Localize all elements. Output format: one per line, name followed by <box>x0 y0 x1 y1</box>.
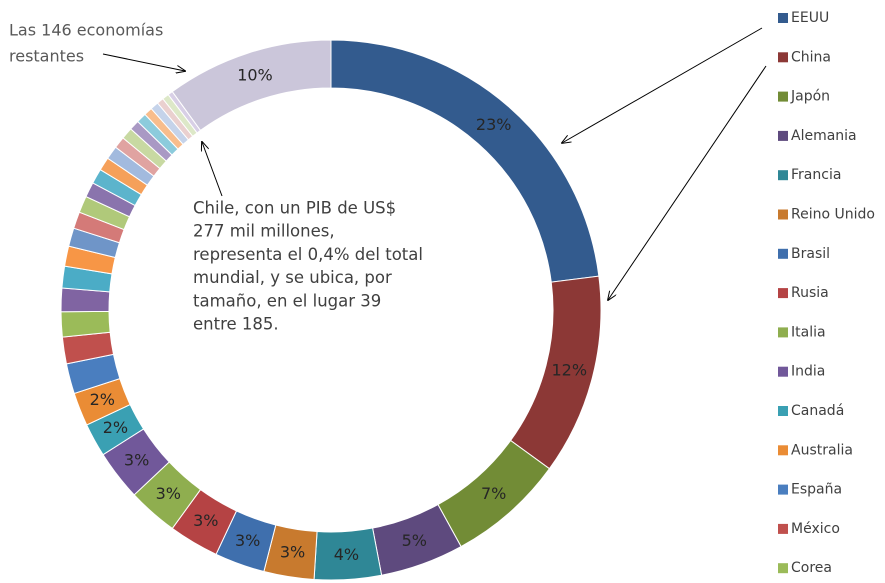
slice <box>60 310 111 338</box>
data-label: 3% <box>124 450 149 469</box>
arrow <box>562 27 763 143</box>
legend-marker <box>778 209 788 220</box>
annotation: Las 146 economías <box>9 21 163 40</box>
slice <box>171 39 332 132</box>
legend-label: España <box>791 482 842 498</box>
legend-marker <box>778 366 788 377</box>
annotation: restantes <box>9 47 84 66</box>
legend-label: Italia <box>791 324 826 340</box>
data-label: 7% <box>481 484 506 503</box>
legend-label: Canadá <box>791 403 844 419</box>
legend-marker <box>778 170 788 181</box>
annotation: mundial, y se ubica, por <box>193 268 392 287</box>
data-label: 3% <box>235 531 260 550</box>
legend-label: China <box>791 49 831 65</box>
legend-marker <box>778 406 788 416</box>
annotation: entre 185. <box>193 315 279 334</box>
arrow <box>102 53 185 71</box>
data-label: 3% <box>193 511 218 530</box>
legend-marker <box>778 327 788 338</box>
legend-marker <box>778 52 788 63</box>
legend-marker <box>778 130 788 141</box>
legend-marker <box>778 91 788 102</box>
data-label: 10% <box>237 66 273 85</box>
data-label: 3% <box>156 484 181 503</box>
data-label: 23% <box>476 115 512 134</box>
data-label: 2% <box>90 390 115 409</box>
legend-label: México <box>791 521 840 537</box>
legend-label: Japón <box>790 89 830 105</box>
data-label: 2% <box>103 418 128 437</box>
data-label: 4% <box>334 545 359 564</box>
legend-marker <box>778 288 788 299</box>
data-label: 5% <box>402 531 427 550</box>
annotation: 277 mil millones, <box>193 222 335 241</box>
legend-marker <box>778 13 788 23</box>
arrow <box>608 65 767 300</box>
legend-marker <box>778 445 788 456</box>
legend-marker <box>778 523 788 534</box>
annotation: Chile, con un PIB de US$ <box>193 199 396 218</box>
legend-label: India <box>791 364 825 380</box>
data-label: 12% <box>551 361 587 380</box>
legend-label: Corea <box>791 560 832 576</box>
annotation: representa el 0,4% del total <box>193 245 423 264</box>
legend-label: Rusia <box>791 285 829 301</box>
legend-label: Australia <box>791 442 853 458</box>
legend-label: Brasil <box>791 246 830 262</box>
legend-marker <box>778 563 788 574</box>
legend-marker <box>778 248 788 259</box>
legend-label: EEUU <box>791 10 829 26</box>
legend-label: Reino Unido <box>791 207 875 223</box>
legend-marker <box>778 484 788 495</box>
legend-label: Francia <box>791 167 841 183</box>
arrow <box>202 142 223 197</box>
annotation: tamaño, en el lugar 39 <box>193 291 381 310</box>
legend-label: Alemania <box>791 128 857 144</box>
data-label: 3% <box>280 542 305 561</box>
